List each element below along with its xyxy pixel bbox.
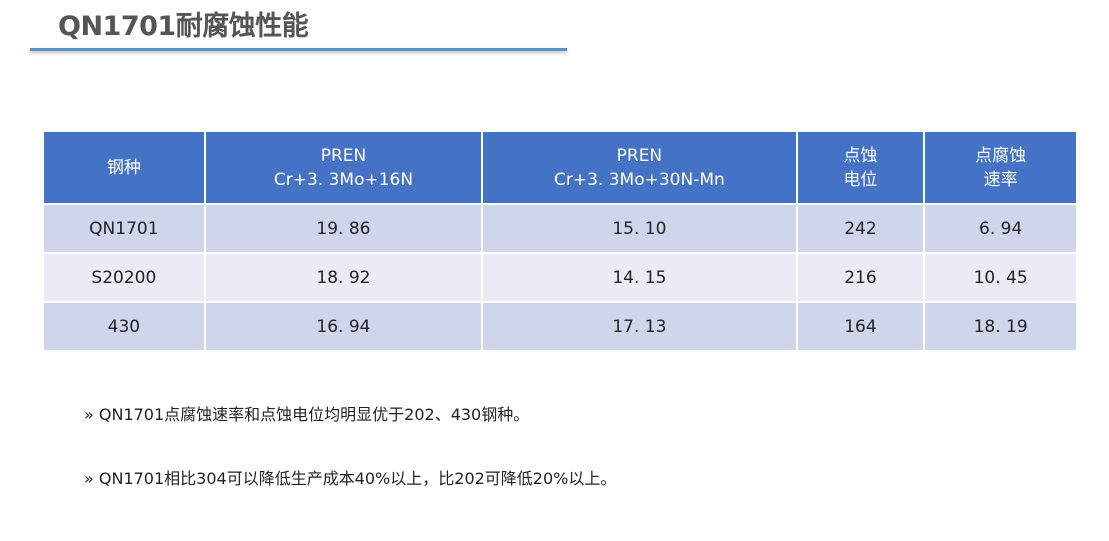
header-pitting-potential: 点蚀 电位 bbox=[795, 130, 926, 205]
cell: 216 bbox=[795, 252, 926, 303]
table-row: S20200 18. 92 14. 15 216 10. 45 bbox=[42, 252, 1078, 303]
header-subtext: Cr+3. 3Mo+16N bbox=[273, 169, 414, 190]
cell: 17. 13 bbox=[481, 301, 798, 352]
header-text: 点腐蚀 bbox=[975, 145, 1027, 166]
table-header-row: 钢种 PREN Cr+3. 3Mo+16N PREN Cr+3. 3Mo+30N-M… bbox=[42, 130, 1078, 205]
cell: 16. 94 bbox=[203, 301, 484, 352]
cell: 14. 15 bbox=[481, 252, 798, 303]
bullet-point: » QN1701相比304可以降低生产成本40%以上，比202可降低20%以上。 bbox=[84, 469, 617, 488]
header-steel-grade: 钢种 bbox=[42, 130, 206, 205]
cell: 242 bbox=[795, 203, 926, 254]
header-text: 钢种 bbox=[106, 157, 141, 178]
cell: 430 bbox=[42, 301, 206, 352]
cell: 10. 45 bbox=[923, 252, 1078, 303]
header-pitting-rate: 点腐蚀 速率 bbox=[923, 130, 1078, 205]
header-pren-30n: PREN Cr+3. 3Mo+30N-Mn bbox=[481, 130, 798, 205]
cell: 15. 10 bbox=[481, 203, 798, 254]
header-pren-16n: PREN Cr+3. 3Mo+16N bbox=[203, 130, 484, 205]
header-text: PREN bbox=[320, 145, 367, 166]
bullet-point: » QN1701点腐蚀速率和点蚀电位均明显优于202、430钢种。 bbox=[84, 405, 530, 424]
cell: 6. 94 bbox=[923, 203, 1078, 254]
cell: S20200 bbox=[42, 252, 206, 303]
cell: 19. 86 bbox=[203, 203, 484, 254]
header-subtext: 电位 bbox=[843, 169, 878, 190]
table-row: 430 16. 94 17. 13 164 18. 19 bbox=[42, 301, 1078, 352]
cell: 164 bbox=[795, 301, 926, 352]
corrosion-table: 钢种 PREN Cr+3. 3Mo+16N PREN Cr+3. 3Mo+30N-M… bbox=[42, 130, 1078, 352]
header-subtext: 速率 bbox=[983, 169, 1018, 190]
title-underline bbox=[30, 48, 567, 51]
header-text: 点蚀 bbox=[843, 145, 878, 166]
table-row: QN1701 19. 86 15. 10 242 6. 94 bbox=[42, 203, 1078, 254]
page-title: QN1701耐腐蚀性能 bbox=[58, 11, 309, 42]
header-text: PREN bbox=[616, 145, 663, 166]
cell: 18. 92 bbox=[203, 252, 484, 303]
cell: 18. 19 bbox=[923, 301, 1078, 352]
cell: QN1701 bbox=[42, 203, 206, 254]
header-subtext: Cr+3. 3Mo+30N-Mn bbox=[554, 169, 725, 190]
